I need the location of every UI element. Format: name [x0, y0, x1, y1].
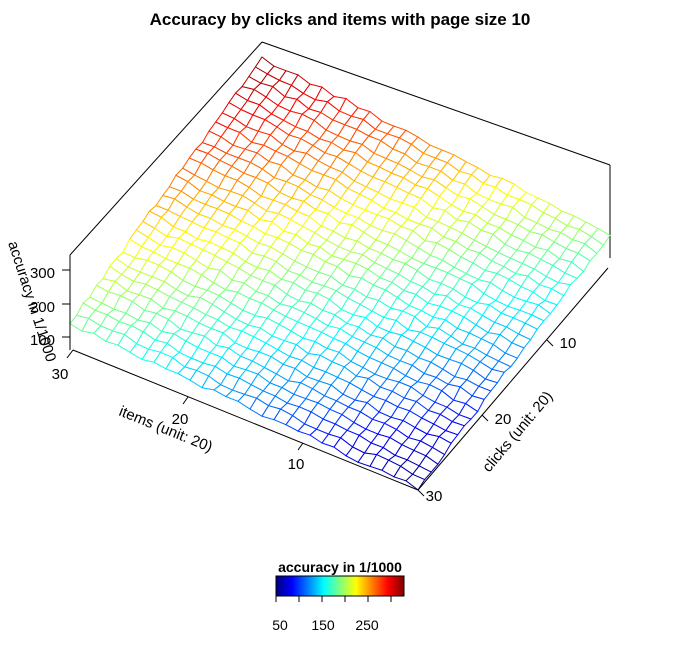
surface-mesh	[69, 56, 611, 491]
clicks-tick-label-30: 30	[426, 488, 443, 505]
colorbar	[275, 575, 405, 597]
items-tick-mark-20	[182, 396, 189, 405]
items-tick-label-10: 10	[288, 456, 305, 473]
clicks-tick-label-20: 20	[495, 411, 512, 428]
clicks-axis-label: clicks (unit: 20)	[479, 388, 556, 476]
clicks-tick-mark-20	[481, 414, 489, 422]
clicks-tick-label-10: 10	[560, 335, 577, 352]
z-tick-label-200: 200	[30, 299, 55, 316]
items-axis-ticks	[66, 349, 304, 451]
colorbar-ticks	[275, 596, 392, 602]
chart-title: Accuracy by clicks and items with page s…	[150, 10, 531, 29]
clicks-tick-mark-30	[417, 489, 425, 497]
z-axis-ticks	[62, 269, 70, 338]
z-tick-label-300: 300	[30, 265, 55, 282]
z-tick-label-100: 100	[30, 332, 55, 349]
colorbar-title: accuracy in 1/1000	[278, 559, 402, 575]
items-tick-mark-10	[297, 442, 304, 451]
clicks-tick-mark-10	[546, 339, 554, 347]
items-axis-line	[72, 349, 419, 491]
items-axis-label: items (unit: 20)	[117, 403, 215, 456]
clicks-axis-ticks	[417, 339, 554, 497]
clicks-axis-line	[417, 267, 609, 491]
colorbar-tick-label-150: 150	[311, 617, 335, 633]
items-tick-label-20: 20	[172, 411, 189, 428]
colorbar-tick-label-250: 250	[355, 617, 379, 633]
box-edge-top-left	[69, 41, 263, 256]
box-edge-top-right	[261, 41, 611, 166]
items-tick-label-30: 30	[52, 366, 69, 383]
items-tick-mark-30	[66, 349, 74, 359]
colorbar-tick-label-50: 50	[272, 617, 288, 633]
